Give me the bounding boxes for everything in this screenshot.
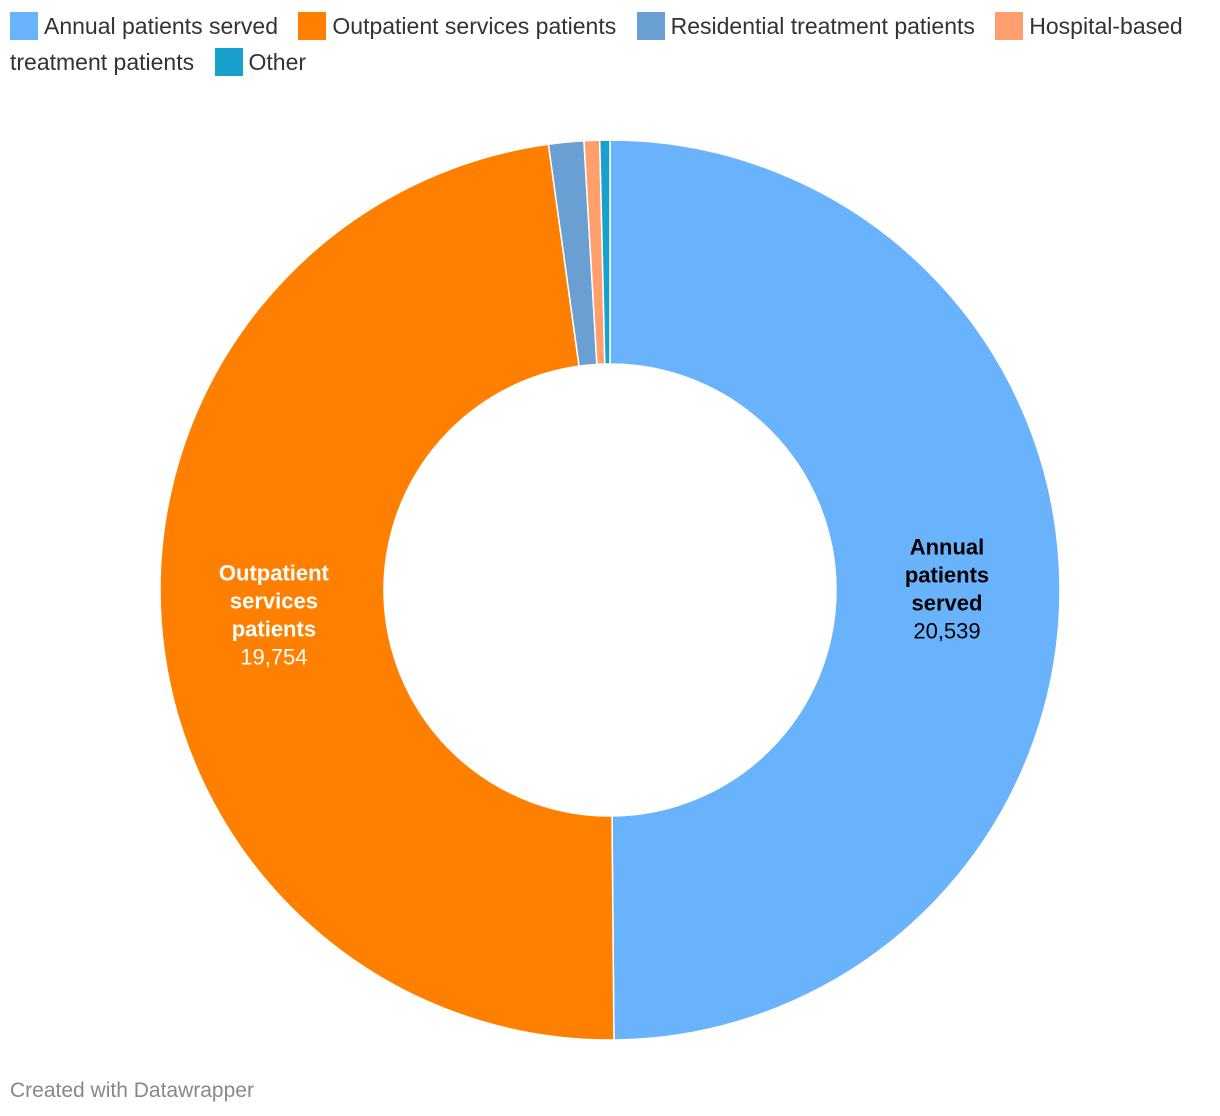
- legend-label: Annual patients served: [44, 13, 278, 39]
- legend-swatch: [995, 12, 1024, 40]
- legend-item-other: Other: [214, 48, 307, 76]
- slice-label-value: 19,754: [240, 645, 307, 670]
- legend-label: Hospital-based treatment patients: [10, 13, 1183, 75]
- legend-item-residential: Residential treatment patients: [636, 12, 975, 40]
- chart-legend: Annual patients served Outpatient servic…: [10, 8, 1200, 80]
- legend-label: Residential treatment patients: [670, 13, 975, 39]
- legend-label: Other: [248, 49, 307, 75]
- slice-label-value: 20,539: [913, 619, 980, 644]
- slice-label-name: served: [912, 591, 983, 616]
- slice-label-name: patients: [905, 563, 989, 588]
- legend-swatch: [298, 12, 327, 40]
- slice-outpatient: [159, 143, 615, 1041]
- legend-item-hospital: Hospital-based treatment patients: [10, 12, 1183, 75]
- donut-slices: [159, 139, 1061, 1041]
- legend-item-annual: Annual patients served: [10, 12, 278, 40]
- slice-label-name: Annual: [910, 535, 985, 560]
- slice-annual: [609, 139, 1061, 1041]
- slice-label-name: Outpatient: [219, 561, 330, 586]
- legend-swatch: [214, 48, 243, 76]
- footer-credit: Created with Datawrapper: [10, 1079, 254, 1102]
- slice-label-name: patients: [232, 617, 316, 642]
- legend-label: Outpatient services patients: [332, 13, 617, 39]
- slice-other: [598, 139, 611, 365]
- legend-swatch: [10, 12, 38, 40]
- legend-swatch: [636, 12, 665, 40]
- slice-label-name: services: [230, 589, 318, 614]
- legend-item-outpatient: Outpatient services patients: [298, 12, 617, 40]
- slice-labels: Annual patients served 20,539 Outpatient serv…: [219, 535, 989, 670]
